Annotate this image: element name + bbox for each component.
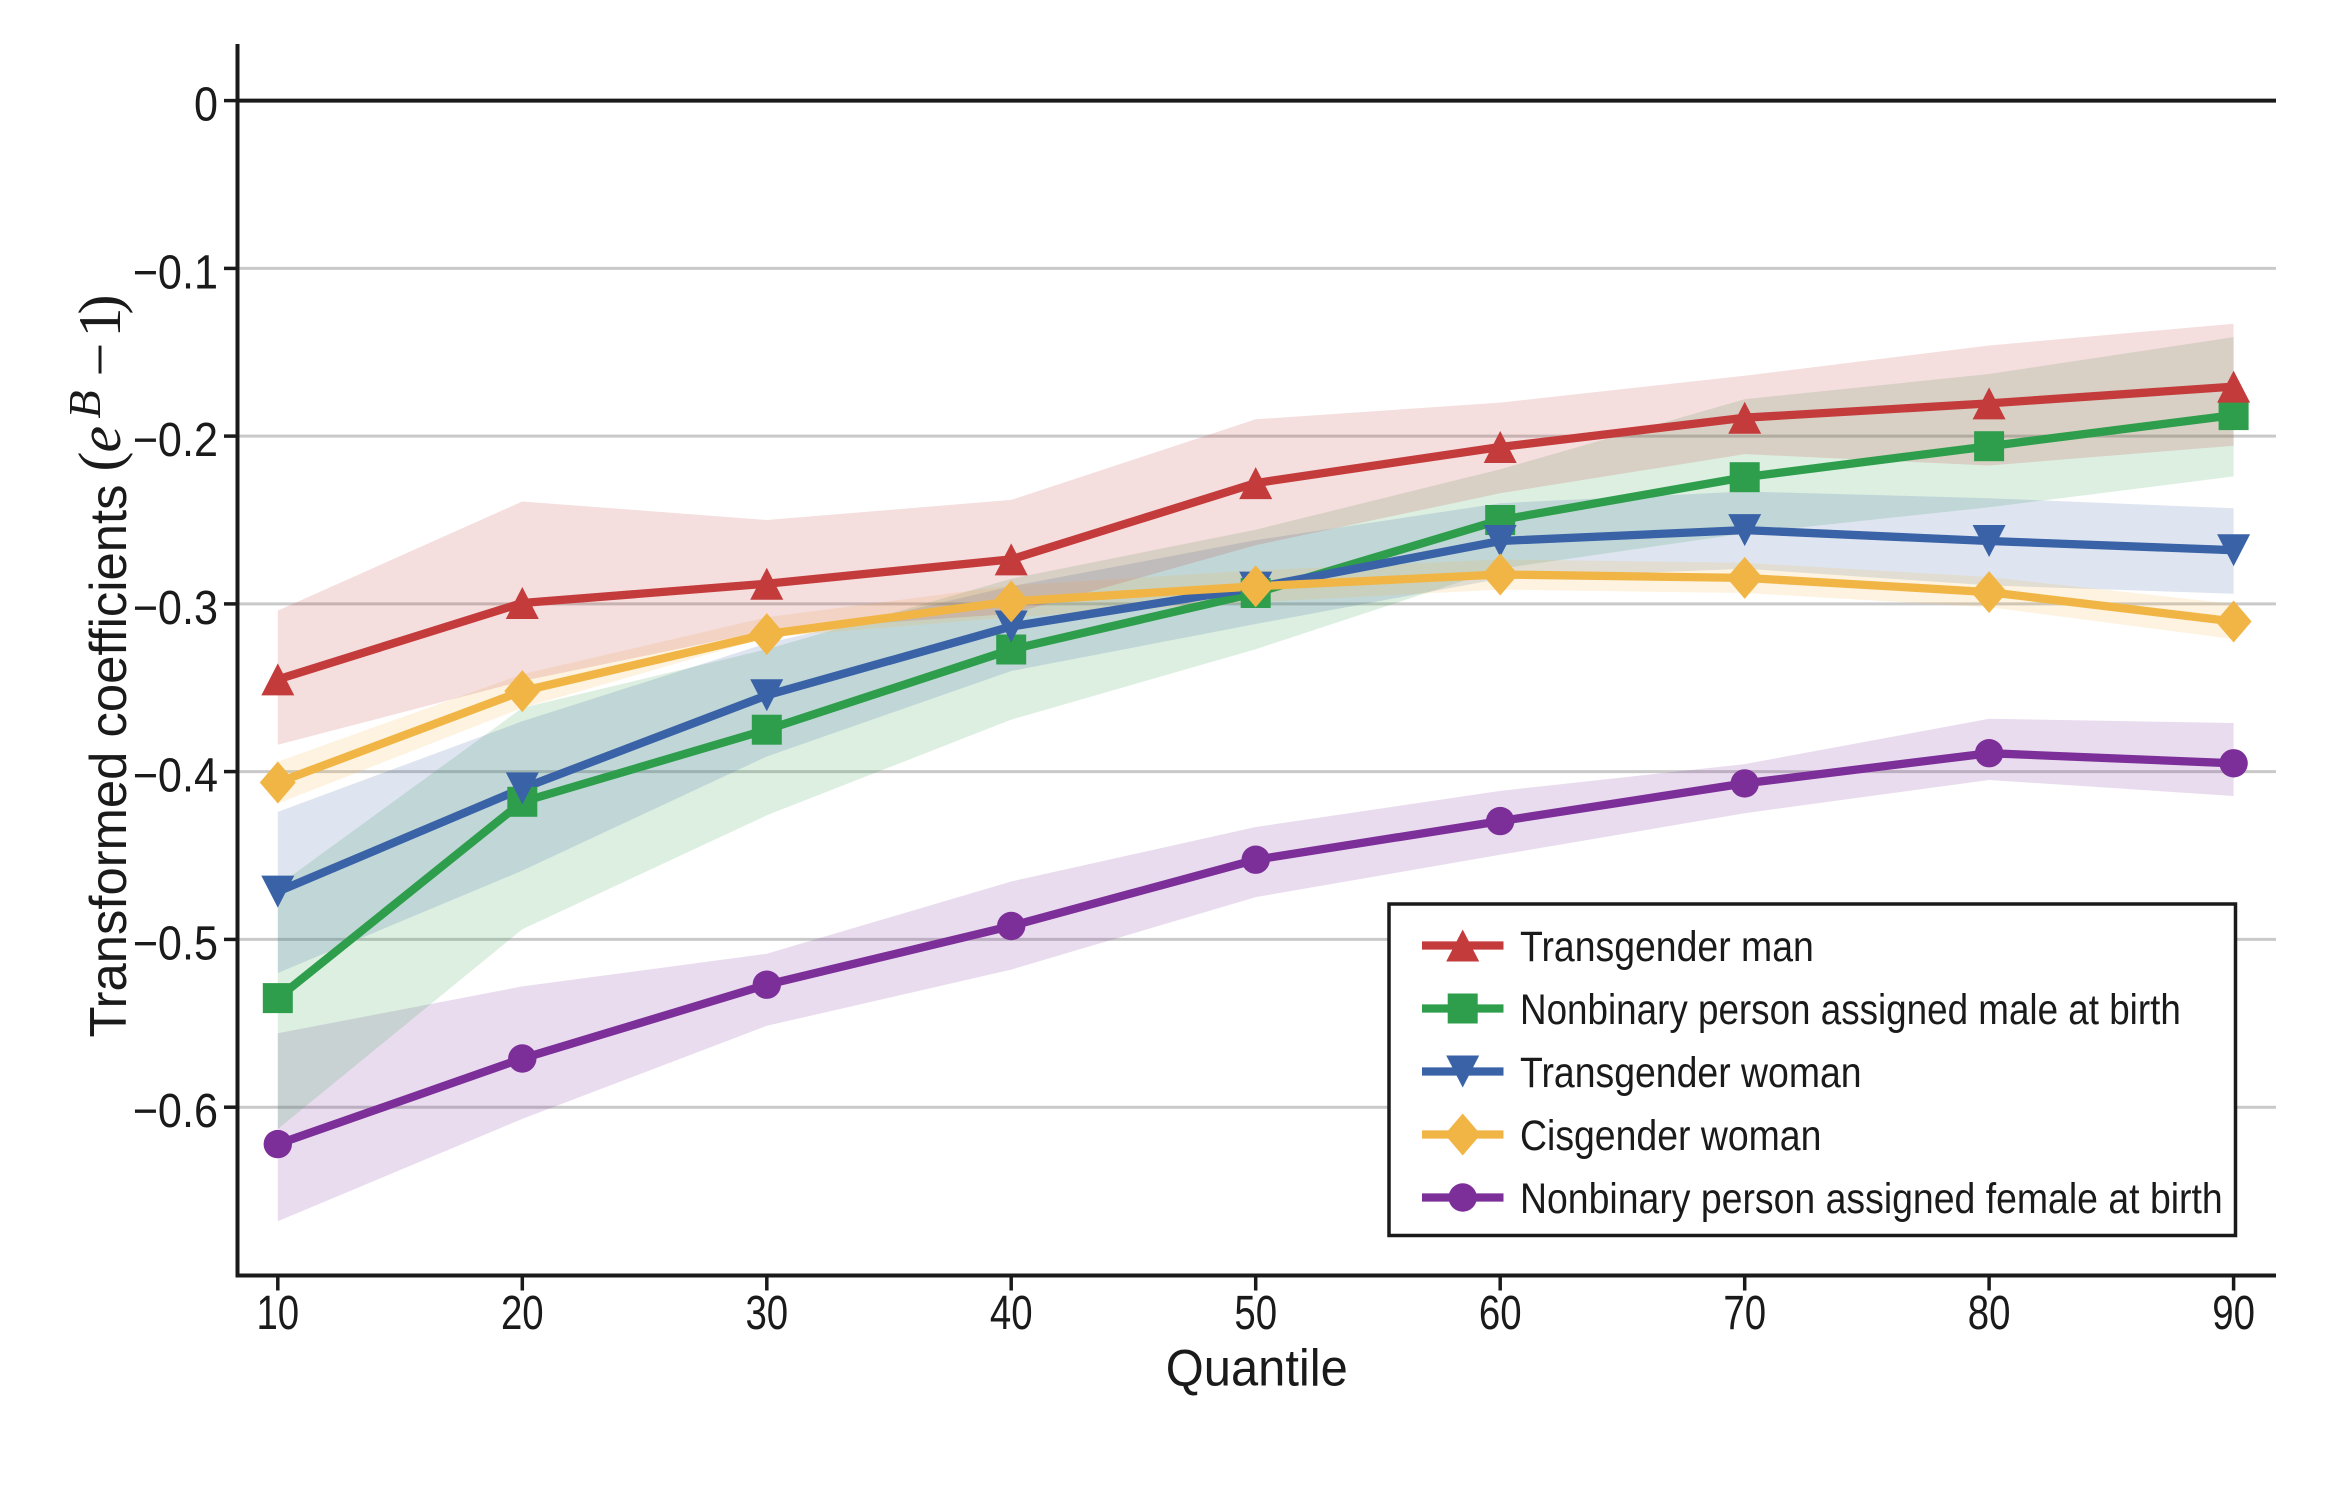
svg-text:(: ( xyxy=(67,452,133,472)
svg-text:70: 70 xyxy=(1723,1287,1766,1340)
svg-text:Cisgender woman: Cisgender woman xyxy=(1520,1113,1821,1160)
svg-text:−0.5: −0.5 xyxy=(133,917,218,970)
svg-text:Nonbinary person assigned fema: Nonbinary person assigned female at birt… xyxy=(1520,1176,2223,1223)
svg-text:e: e xyxy=(67,426,133,453)
svg-text:10: 10 xyxy=(256,1287,299,1340)
svg-text:50: 50 xyxy=(1234,1287,1277,1340)
svg-text:30: 30 xyxy=(745,1287,788,1340)
svg-text:): ) xyxy=(67,295,133,315)
svg-text:80: 80 xyxy=(1968,1287,2011,1340)
svg-text:1: 1 xyxy=(67,308,133,338)
svg-text:−0.6: −0.6 xyxy=(133,1085,218,1138)
svg-text:40: 40 xyxy=(990,1287,1033,1340)
svg-text:20: 20 xyxy=(501,1287,544,1340)
svg-text:Nonbinary person assigned male: Nonbinary person assigned male at birth xyxy=(1520,987,2181,1034)
svg-text:90: 90 xyxy=(2212,1287,2255,1340)
svg-text:−0.3: −0.3 xyxy=(133,582,218,635)
svg-text:60: 60 xyxy=(1479,1287,1522,1340)
svg-text:−: − xyxy=(67,343,133,377)
svg-text:Transgender woman: Transgender woman xyxy=(1520,1050,1862,1097)
svg-text:0: 0 xyxy=(194,79,218,132)
svg-text:−0.2: −0.2 xyxy=(133,414,218,467)
svg-text:−0.1: −0.1 xyxy=(133,246,218,299)
svg-text:−0.4: −0.4 xyxy=(133,750,218,803)
svg-text:Quantile: Quantile xyxy=(1166,1340,1348,1398)
svg-text:Transgender man: Transgender man xyxy=(1520,924,1814,971)
svg-text:B: B xyxy=(59,390,110,418)
svg-text:Transformed coefficients: Transformed coefficients xyxy=(80,485,138,1038)
